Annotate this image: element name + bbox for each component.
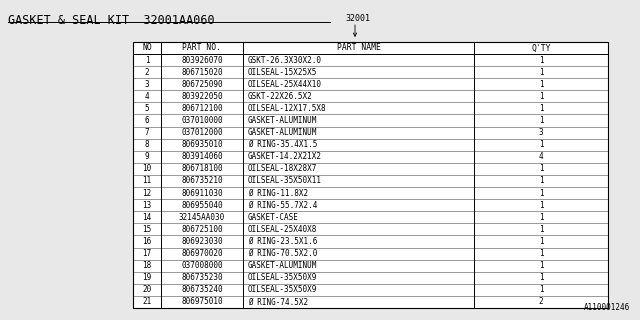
Text: Ø RING-23.5X1.6: Ø RING-23.5X1.6 [248, 237, 317, 246]
Text: 13: 13 [142, 201, 152, 210]
Text: 1: 1 [539, 80, 543, 89]
Text: 806718100: 806718100 [181, 164, 223, 173]
Text: 32145AA030: 32145AA030 [179, 213, 225, 222]
Text: 037010000: 037010000 [181, 116, 223, 125]
Text: OILSEAL-25X40X8: OILSEAL-25X40X8 [248, 225, 317, 234]
Bar [133, 42, 608, 308]
Text: 806970020: 806970020 [181, 249, 223, 258]
Text: 1: 1 [539, 56, 543, 65]
Text: 1: 1 [539, 273, 543, 282]
Text: 5: 5 [145, 104, 149, 113]
Text: GSKT-22X26.5X2: GSKT-22X26.5X2 [248, 92, 313, 101]
Text: 2: 2 [145, 68, 149, 76]
Text: 806725090: 806725090 [181, 80, 223, 89]
Text: Q'TY: Q'TY [531, 44, 551, 52]
Text: 1: 1 [539, 177, 543, 186]
Text: 1: 1 [539, 201, 543, 210]
Text: 11: 11 [142, 177, 152, 186]
Text: Ø RING-70.5X2.0: Ø RING-70.5X2.0 [248, 249, 317, 258]
Text: 21: 21 [142, 298, 152, 307]
Text: 1: 1 [539, 261, 543, 270]
Text: GSKT-26.3X30X2.0: GSKT-26.3X30X2.0 [248, 56, 322, 65]
Text: Ø RING-11.8X2: Ø RING-11.8X2 [248, 188, 308, 197]
Text: GASKET-14.2X21X2: GASKET-14.2X21X2 [248, 152, 322, 161]
Text: 1: 1 [539, 188, 543, 197]
Text: 037012000: 037012000 [181, 128, 223, 137]
Text: 19: 19 [142, 273, 152, 282]
Text: OILSEAL-25X44X10: OILSEAL-25X44X10 [248, 80, 322, 89]
Text: 803914060: 803914060 [181, 152, 223, 161]
Text: 8: 8 [145, 140, 149, 149]
Text: 806712100: 806712100 [181, 104, 223, 113]
Text: GASKET-ALUMINUM: GASKET-ALUMINUM [248, 261, 317, 270]
Text: A110001246: A110001246 [584, 303, 630, 312]
Text: OILSEAL-12X17.5X8: OILSEAL-12X17.5X8 [248, 104, 326, 113]
Text: 806923030: 806923030 [181, 237, 223, 246]
Text: GASKET & SEAL KIT  32001AA060: GASKET & SEAL KIT 32001AA060 [8, 14, 214, 27]
Text: 3: 3 [145, 80, 149, 89]
Text: 1: 1 [539, 249, 543, 258]
Text: 806911030: 806911030 [181, 188, 223, 197]
Text: 3: 3 [539, 128, 543, 137]
Text: 806735230: 806735230 [181, 273, 223, 282]
Text: 17: 17 [142, 249, 152, 258]
Text: 1: 1 [539, 116, 543, 125]
Text: 806715020: 806715020 [181, 68, 223, 76]
Text: 806975010: 806975010 [181, 298, 223, 307]
Text: GASKET-ALUMINUM: GASKET-ALUMINUM [248, 128, 317, 137]
Text: 1: 1 [539, 213, 543, 222]
Text: Ø RING-74.5X2: Ø RING-74.5X2 [248, 298, 308, 307]
Text: 803926070: 803926070 [181, 56, 223, 65]
Text: 1: 1 [539, 104, 543, 113]
Text: 1: 1 [539, 92, 543, 101]
Text: PART NO.: PART NO. [182, 44, 221, 52]
Text: Ø RING-35.4X1.5: Ø RING-35.4X1.5 [248, 140, 317, 149]
Text: 4: 4 [145, 92, 149, 101]
Text: 1: 1 [145, 56, 149, 65]
Text: 6: 6 [145, 116, 149, 125]
Text: 1: 1 [539, 68, 543, 76]
Text: 803922050: 803922050 [181, 92, 223, 101]
Text: 1: 1 [539, 237, 543, 246]
Text: 806955040: 806955040 [181, 201, 223, 210]
Text: 18: 18 [142, 261, 152, 270]
Text: 4: 4 [539, 152, 543, 161]
Text: 10: 10 [142, 164, 152, 173]
Text: 1: 1 [539, 140, 543, 149]
Text: OILSEAL-18X28X7: OILSEAL-18X28X7 [248, 164, 317, 173]
Text: 806735240: 806735240 [181, 285, 223, 294]
Text: OILSEAL-35X50X9: OILSEAL-35X50X9 [248, 285, 317, 294]
Text: 037008000: 037008000 [181, 261, 223, 270]
Text: NO: NO [142, 44, 152, 52]
Text: 806735210: 806735210 [181, 177, 223, 186]
Text: 806935010: 806935010 [181, 140, 223, 149]
Text: PART NAME: PART NAME [337, 44, 380, 52]
Text: 9: 9 [145, 152, 149, 161]
Text: GASKET-ALUMINUM: GASKET-ALUMINUM [248, 116, 317, 125]
Text: 2: 2 [539, 298, 543, 307]
Text: OILSEAL-15X25X5: OILSEAL-15X25X5 [248, 68, 317, 76]
Text: 1: 1 [539, 164, 543, 173]
Text: GASKET-CASE: GASKET-CASE [248, 213, 299, 222]
Text: 1: 1 [539, 285, 543, 294]
Text: 7: 7 [145, 128, 149, 137]
Text: 12: 12 [142, 188, 152, 197]
Text: 806725100: 806725100 [181, 225, 223, 234]
Text: 20: 20 [142, 285, 152, 294]
Text: 14: 14 [142, 213, 152, 222]
Text: OILSEAL-35X50X9: OILSEAL-35X50X9 [248, 273, 317, 282]
Text: 32001: 32001 [345, 14, 370, 23]
Text: 15: 15 [142, 225, 152, 234]
Text: 1: 1 [539, 225, 543, 234]
Text: Ø RING-55.7X2.4: Ø RING-55.7X2.4 [248, 201, 317, 210]
Text: 16: 16 [142, 237, 152, 246]
Text: OILSEAL-35X50X11: OILSEAL-35X50X11 [248, 177, 322, 186]
